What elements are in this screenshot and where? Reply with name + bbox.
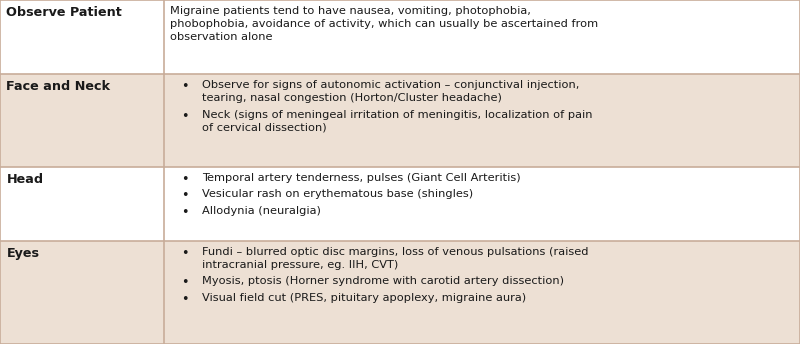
Text: Neck (signs of meningeal irritation of meningitis, localization of pain: Neck (signs of meningeal irritation of m… [202,109,593,120]
Text: Eyes: Eyes [6,247,39,260]
Text: Myosis, ptosis (Horner syndrome with carotid artery dissection): Myosis, ptosis (Horner syndrome with car… [202,277,565,287]
Text: Head: Head [6,173,43,186]
Bar [0,241,800,344]
Bar [0,167,800,241]
Text: Vesicular rash on erythematous base (shingles): Vesicular rash on erythematous base (shi… [202,189,474,200]
Text: tearing, nasal congestion (Horton/Cluster headache): tearing, nasal congestion (Horton/Cluste… [202,93,502,103]
Text: •: • [182,109,189,122]
Text: •: • [182,173,189,186]
Text: Observe for signs of autonomic activation – conjunctival injection,: Observe for signs of autonomic activatio… [202,80,580,90]
Text: observation alone: observation alone [170,32,273,42]
Text: •: • [182,206,189,219]
Text: •: • [182,80,189,93]
Text: Observe Patient: Observe Patient [6,6,122,19]
Text: Visual field cut (PRES, pituitary apoplexy, migraine aura): Visual field cut (PRES, pituitary apople… [202,293,526,303]
Bar [0,0,800,74]
Text: phobophobia, avoidance of activity, which can usually be ascertained from: phobophobia, avoidance of activity, whic… [170,19,598,29]
Text: Allodynia (neuralgia): Allodynia (neuralgia) [202,206,322,216]
Text: of cervical dissection): of cervical dissection) [202,123,327,133]
Text: •: • [182,277,189,289]
Text: •: • [182,247,189,260]
Text: •: • [182,293,189,306]
Text: Fundi – blurred optic disc margins, loss of venous pulsations (raised: Fundi – blurred optic disc margins, loss… [202,247,589,257]
Text: Temporal artery tenderness, pulses (Giant Cell Arteritis): Temporal artery tenderness, pulses (Gian… [202,173,521,183]
Text: Face and Neck: Face and Neck [6,80,110,93]
Bar [0,74,800,167]
Text: •: • [182,189,189,202]
Text: intracranial pressure, eg. IIH, CVT): intracranial pressure, eg. IIH, CVT) [202,260,398,270]
Text: Migraine patients tend to have nausea, vomiting, photophobia,: Migraine patients tend to have nausea, v… [170,6,531,16]
